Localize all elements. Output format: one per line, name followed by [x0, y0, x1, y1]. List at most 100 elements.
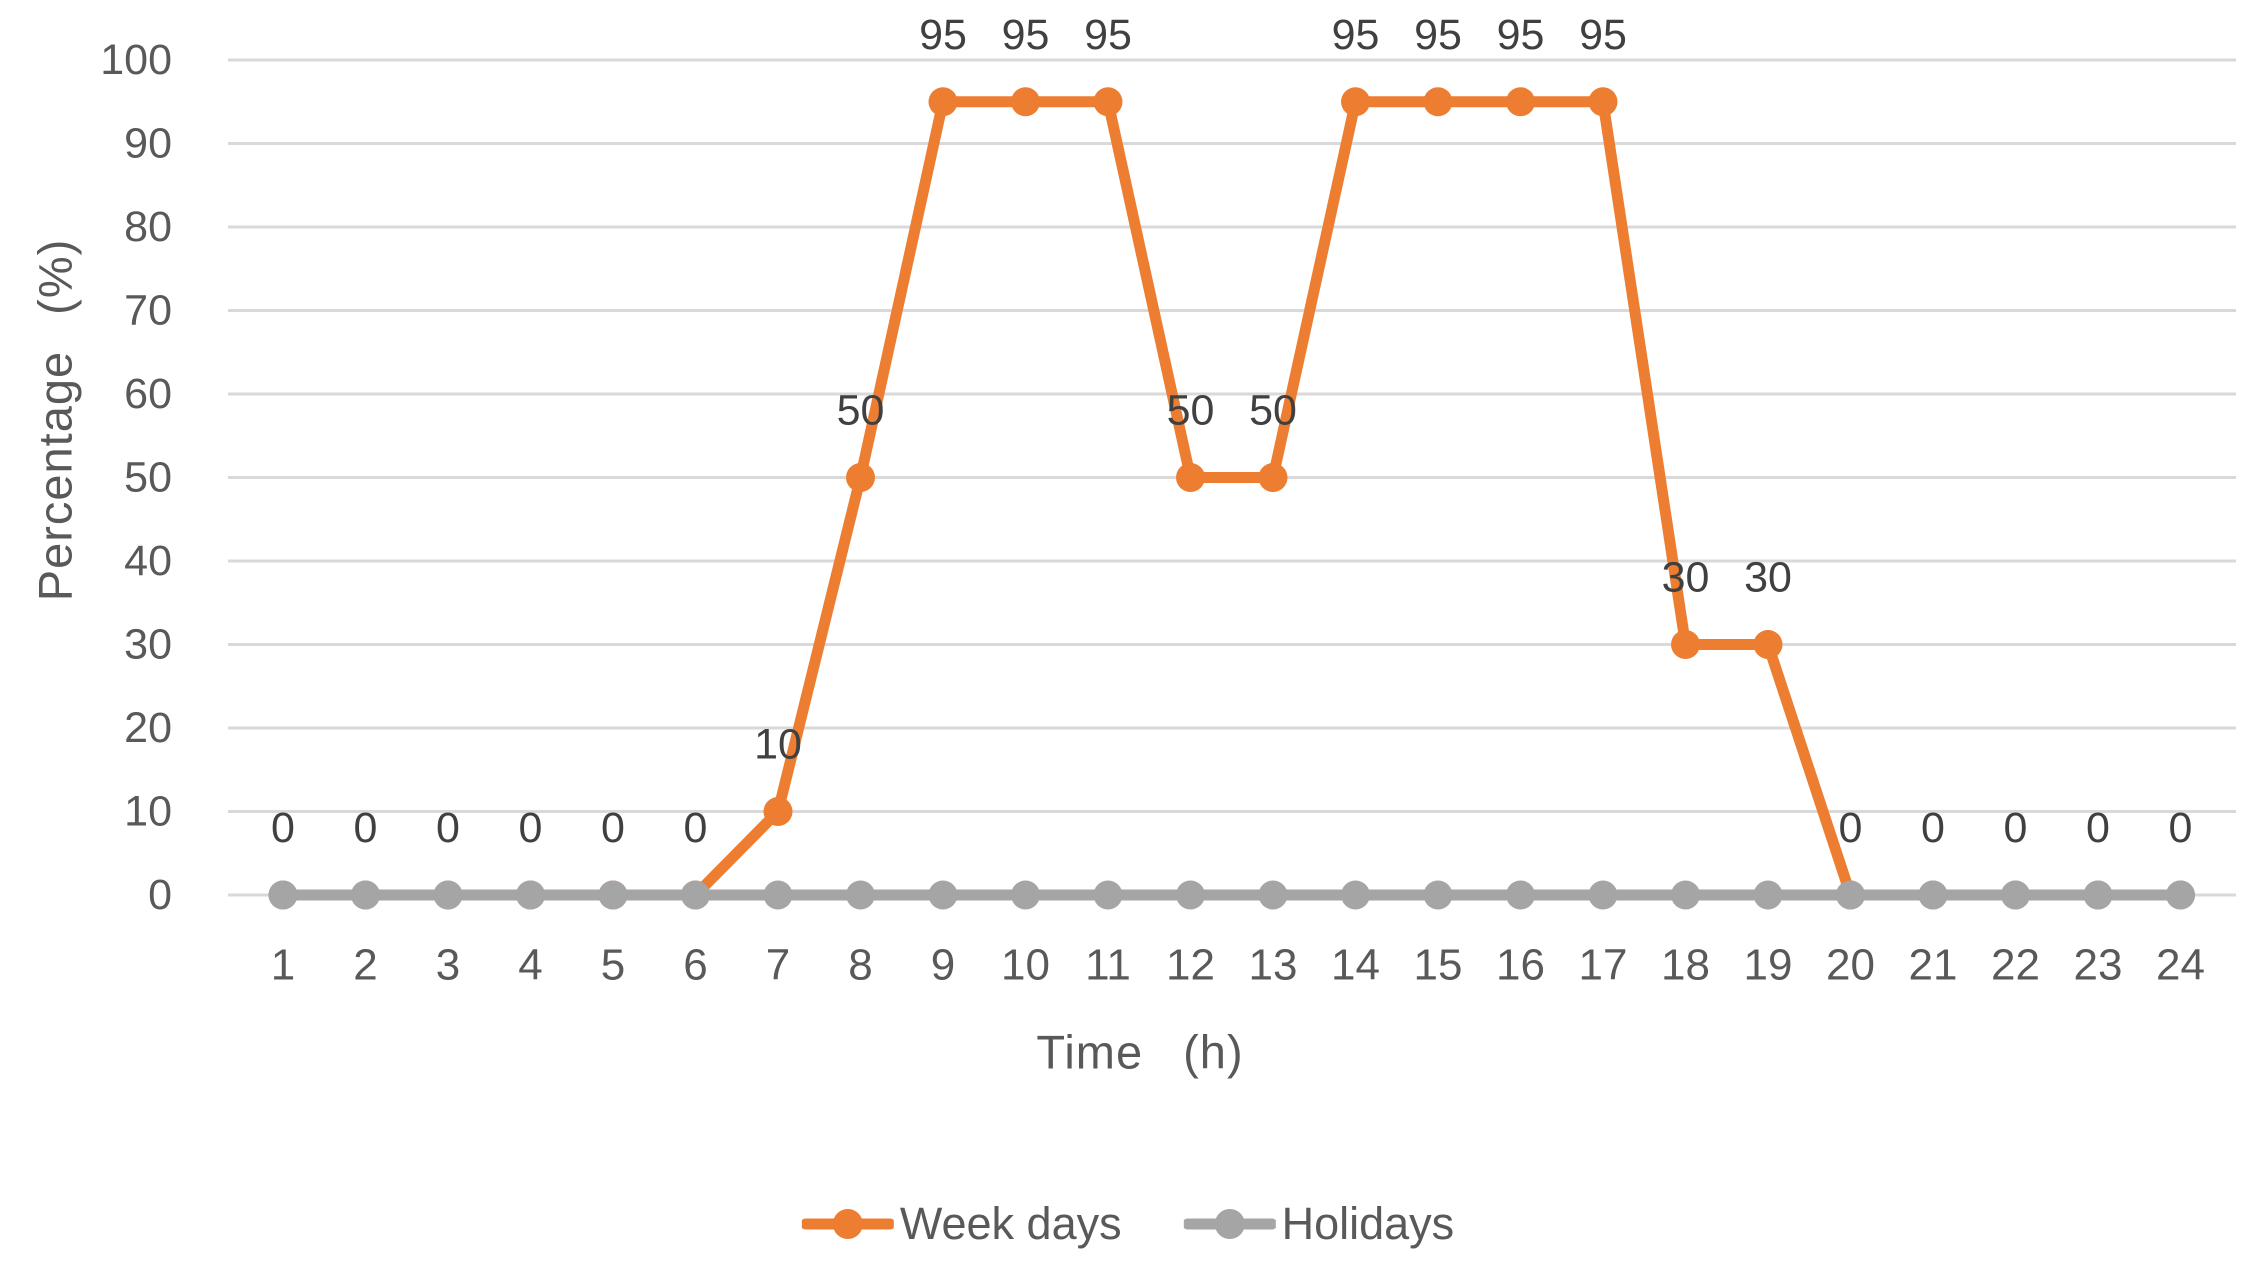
data-label: 95	[1497, 11, 1545, 59]
data-point-marker	[1506, 87, 1535, 117]
data-point-marker	[1506, 880, 1535, 910]
data-label: 0	[271, 804, 295, 852]
data-point-marker	[1836, 880, 1865, 910]
y-tick-label: 50	[124, 454, 172, 502]
x-tick-label: 4	[518, 941, 542, 990]
data-point-marker	[1588, 880, 1618, 910]
data-point-marker	[846, 880, 875, 910]
data-label: 0	[684, 804, 708, 852]
x-tick-label: 9	[931, 941, 955, 990]
data-point-marker	[681, 880, 710, 910]
y-axis-title: Percentage (%)	[28, 238, 82, 602]
data-point-marker	[1011, 880, 1040, 910]
data-point-marker	[1341, 87, 1370, 117]
data-point-marker	[2083, 880, 2113, 910]
legend-item-weekdays[interactable]: Week days	[801, 1198, 1122, 1250]
data-point-marker	[1753, 880, 1783, 910]
x-tick-label: 15	[1414, 941, 1463, 990]
data-point-marker	[351, 880, 380, 910]
x-tick-label: 22	[1991, 941, 2040, 990]
x-tick-label: 1	[271, 941, 295, 990]
data-label: 0	[1839, 804, 1863, 852]
data-point-marker	[2166, 880, 2195, 910]
x-tick-label: 18	[1661, 941, 1710, 990]
data-point-marker	[763, 880, 793, 910]
data-point-marker	[846, 463, 875, 492]
data-label: 10	[754, 721, 802, 769]
legend-item-holidays[interactable]: Holidays	[1183, 1198, 1455, 1250]
x-tick-label: 20	[1826, 941, 1875, 990]
x-tick-label: 7	[766, 941, 790, 990]
x-tick-label: 23	[2074, 941, 2123, 990]
data-point-marker	[1341, 880, 1370, 910]
y-tick-label: 20	[124, 704, 172, 752]
data-label: 50	[837, 387, 885, 435]
data-label: 50	[1249, 387, 1297, 435]
y-tick-label: 10	[124, 788, 172, 836]
x-tick-label: 13	[1249, 941, 1298, 990]
x-tick-label: 8	[848, 941, 872, 990]
data-label: 50	[1167, 387, 1215, 435]
data-point-marker	[1753, 630, 1783, 659]
data-label: 95	[1002, 11, 1050, 59]
data-label: 95	[1084, 11, 1132, 59]
data-label: 0	[519, 804, 543, 852]
series-line-weekdays	[277, 96, 2186, 901]
data-label: 0	[1921, 804, 1945, 852]
data-label: 30	[1744, 554, 1792, 602]
data-point-marker	[928, 87, 958, 117]
data-label: 0	[601, 804, 625, 852]
y-tick-label: 40	[124, 537, 172, 585]
x-tick-label: 21	[1909, 941, 1958, 990]
data-point-marker	[1671, 630, 1700, 659]
data-label: 95	[919, 11, 967, 59]
x-tick-label: 5	[601, 941, 625, 990]
weekdays-line-marker-icon	[801, 1209, 894, 1239]
x-tick-label: 3	[436, 941, 460, 990]
data-label: 0	[354, 804, 378, 852]
data-label: 95	[1579, 11, 1627, 59]
x-tick-label: 17	[1579, 941, 1628, 990]
data-point-marker	[1093, 880, 1123, 910]
data-point-marker	[1258, 463, 1288, 492]
data-point-marker	[1423, 87, 1453, 117]
data-point-marker	[1423, 880, 1453, 910]
data-point-marker	[763, 797, 793, 826]
x-tick-label: 24	[2156, 941, 2205, 990]
x-tick-label: 10	[1001, 941, 1050, 990]
data-point-marker	[1258, 880, 1288, 910]
x-tick-label: 2	[353, 941, 377, 990]
data-label: 95	[1332, 11, 1380, 59]
data-label: 0	[2169, 804, 2193, 852]
x-tick-label: 11	[1085, 941, 1131, 990]
data-point-marker	[516, 880, 545, 910]
x-axis-title: Time (h)	[1036, 1025, 1244, 1079]
x-tick-label: 12	[1166, 941, 1215, 990]
legend-label-holidays: Holidays	[1281, 1198, 1455, 1249]
holidays-line-marker-icon	[1183, 1209, 1276, 1239]
data-point-marker	[598, 880, 628, 910]
data-point-marker	[1176, 463, 1205, 492]
data-point-marker	[2001, 880, 2030, 910]
y-tick-label: 90	[124, 120, 172, 168]
y-tick-label: 80	[124, 203, 172, 251]
x-tick-label: 19	[1744, 941, 1793, 990]
y-tick-label: 0	[148, 871, 172, 919]
data-point-marker	[1918, 880, 1948, 910]
data-label: 30	[1662, 554, 1710, 602]
data-point-marker	[268, 880, 298, 910]
legend-label-weekdays: Week days	[899, 1198, 1122, 1249]
data-point-marker	[1176, 880, 1205, 910]
y-tick-label: 60	[124, 370, 172, 418]
data-point-marker	[1011, 87, 1040, 117]
data-point-marker	[433, 880, 463, 910]
data-point-marker	[928, 880, 958, 910]
data-point-marker	[1588, 87, 1618, 117]
data-label: 0	[2004, 804, 2028, 852]
x-tick-label: 16	[1496, 941, 1545, 990]
x-tick-label: 14	[1331, 941, 1380, 990]
data-point-marker	[1671, 880, 1700, 910]
data-label: 0	[2086, 804, 2110, 852]
data-label: 95	[1414, 11, 1462, 59]
